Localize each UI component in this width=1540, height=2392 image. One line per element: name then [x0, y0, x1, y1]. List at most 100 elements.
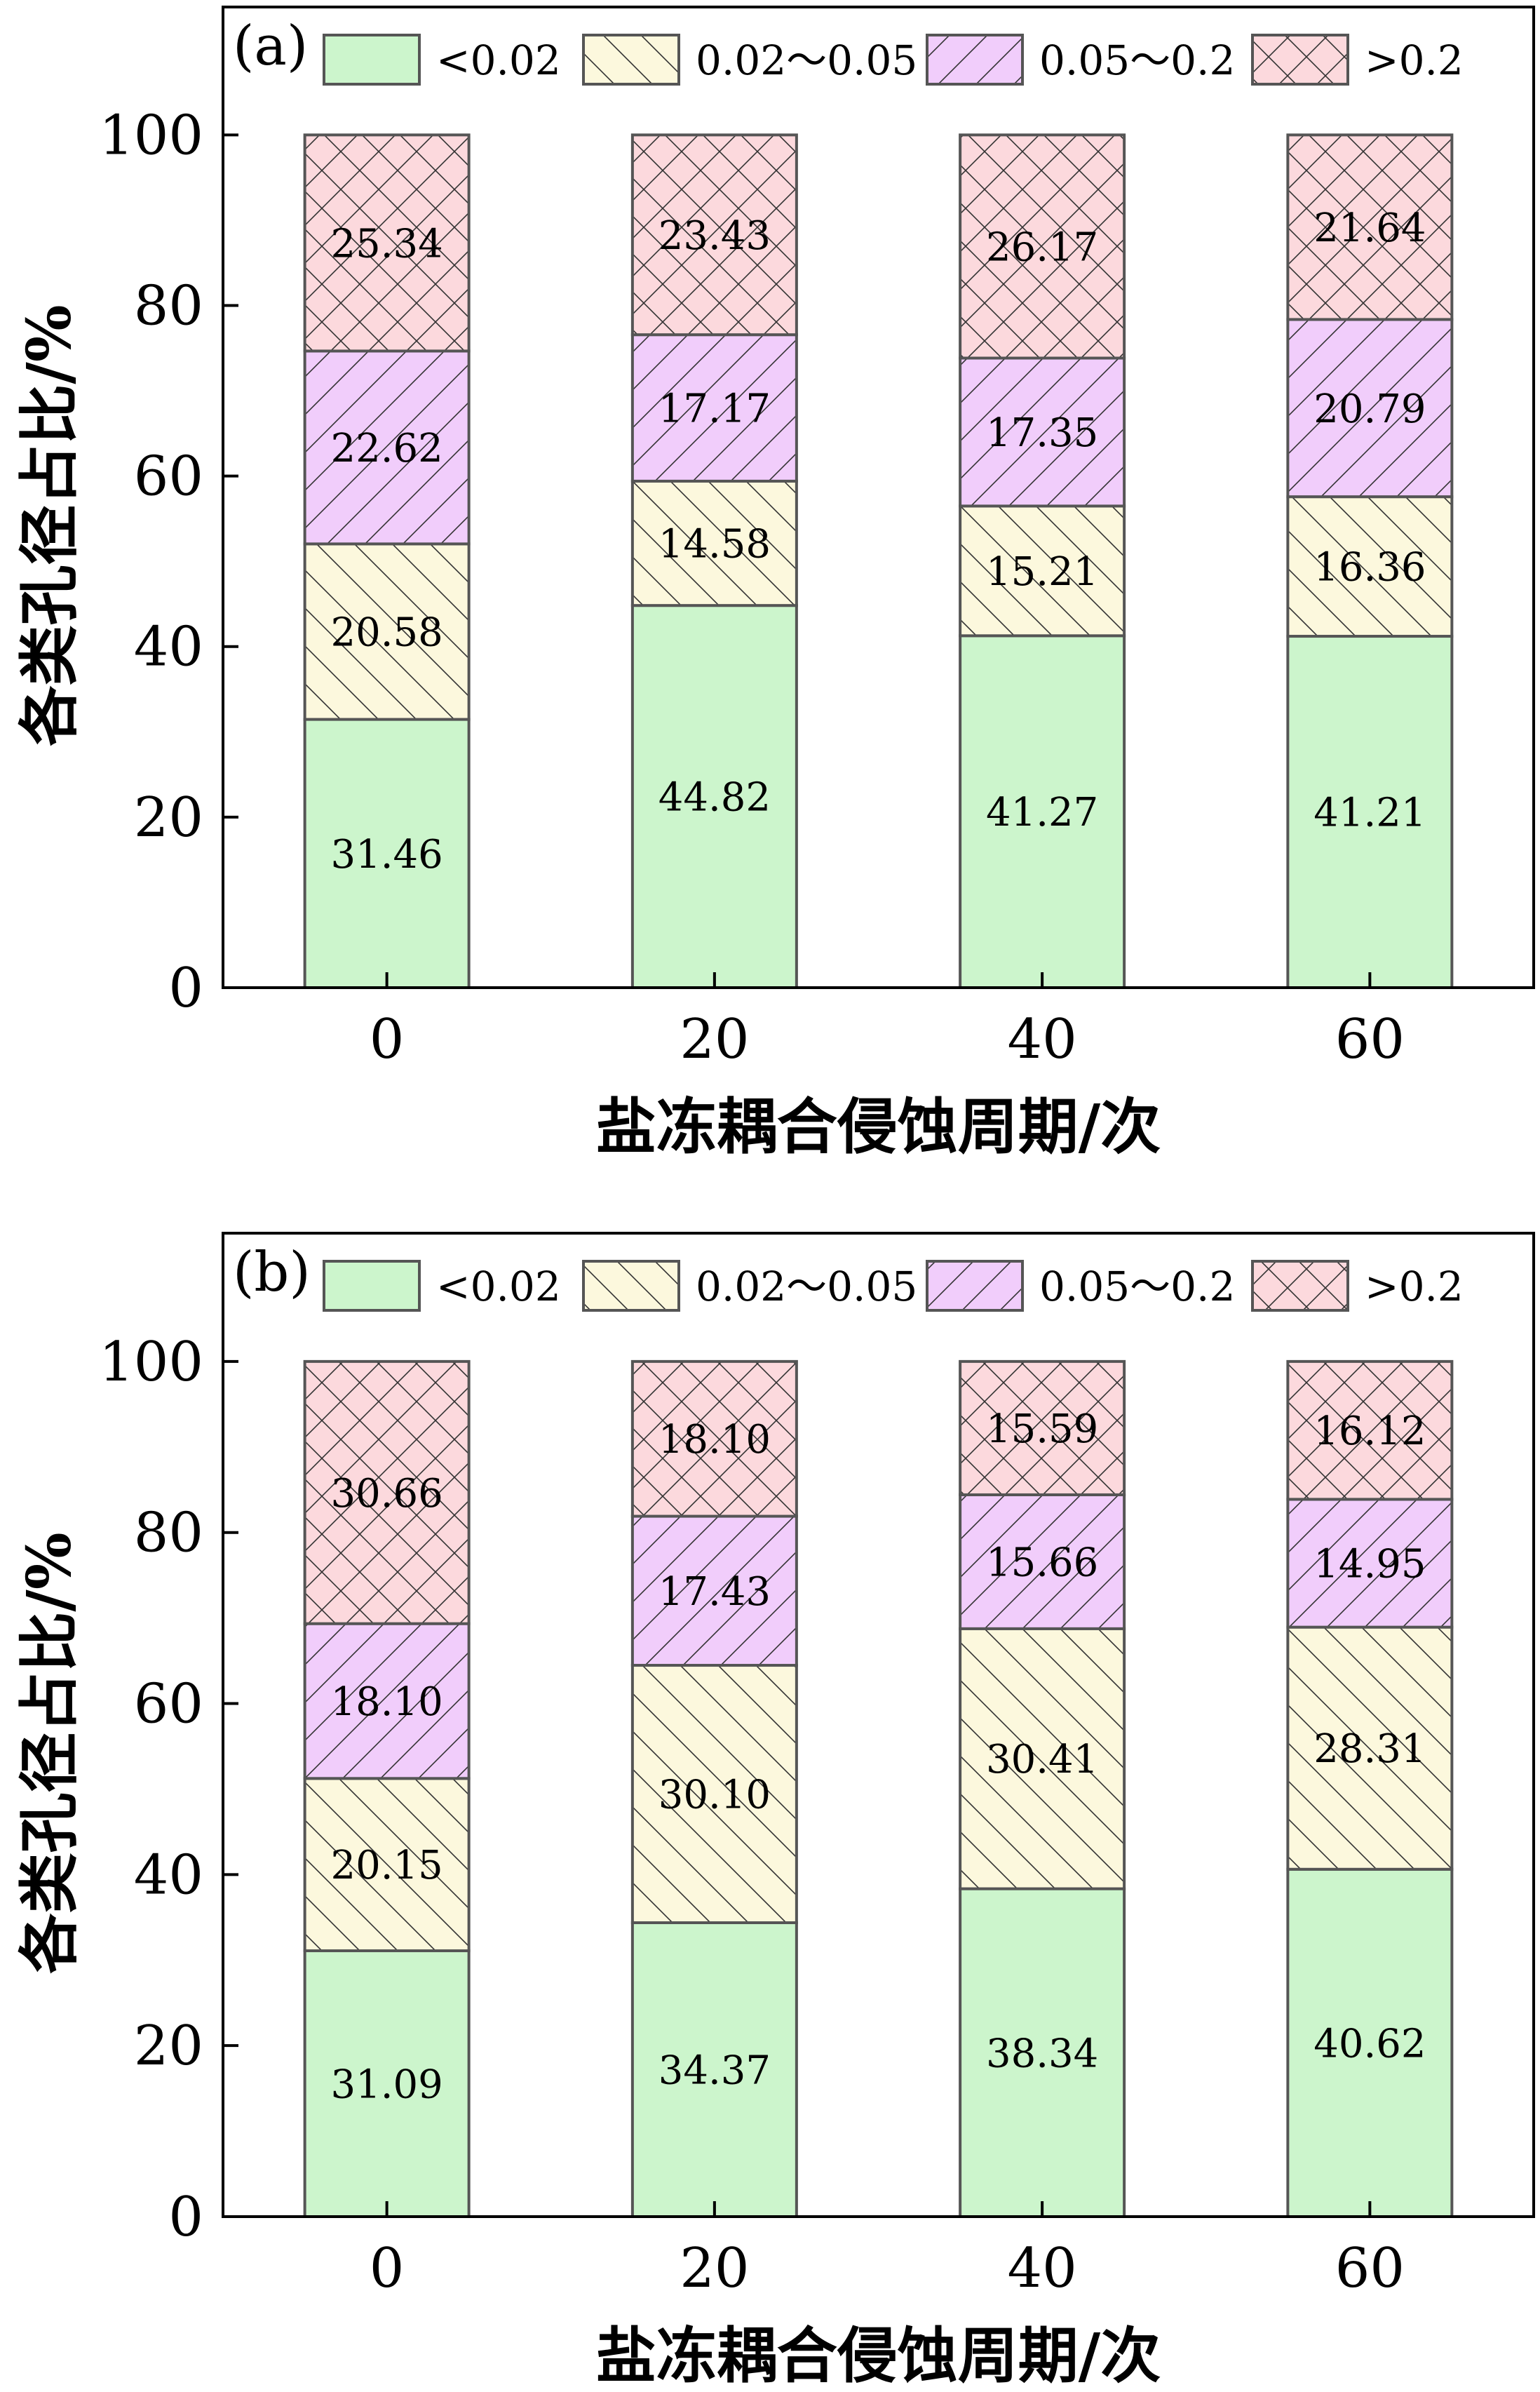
legend-swatch-outline [582, 34, 680, 86]
data-label: 28.31 [1313, 1726, 1426, 1772]
y-tick-label: 40 [134, 616, 203, 679]
data-label: 38.34 [986, 2031, 1098, 2076]
bar-segment-20-3-outline [630, 1359, 798, 1518]
data-label: 20.15 [330, 1843, 443, 1888]
x-axis-title: 盐冻耦合侵蚀周期/次 [596, 2320, 1161, 2391]
bar-segment-0-2-hatch [304, 1623, 469, 1779]
data-label: 17.17 [658, 387, 771, 432]
bar-segment-60-3-hatch [1288, 1361, 1452, 1500]
bar-segment-60-1-hatch [1288, 1627, 1452, 1869]
data-label: 22.62 [330, 426, 443, 471]
bar-segment-60-3-outline [1286, 1359, 1454, 1501]
bar-segment-0-3-hatch [304, 1361, 469, 1624]
data-label: 15.66 [986, 1540, 1098, 1585]
y-tick-label: 20 [134, 786, 203, 849]
bar-segment-60-2-hatch [1288, 319, 1452, 497]
data-label: 15.21 [986, 549, 1098, 595]
bar-segment-20-1-hatch [632, 481, 797, 606]
bar-segment-40-3-hatch [960, 1361, 1125, 1495]
x-tick-label: 40 [1007, 1008, 1076, 1071]
data-label: 30.10 [658, 1773, 771, 1818]
x-tick-label: 0 [370, 1008, 405, 1071]
y-tick-label: 20 [134, 2015, 203, 2078]
data-label: 23.43 [658, 213, 771, 259]
bar-segment-20-2-hatch [632, 1516, 797, 1666]
panel-label: (b) [233, 1241, 311, 1304]
x-tick-label: 20 [680, 1008, 749, 1071]
legend-swatch-outline [1251, 1260, 1349, 1312]
data-label: 14.58 [658, 522, 771, 567]
legend-swatch-hatch [1252, 1261, 1348, 1310]
legend-swatch-hatch [583, 35, 679, 84]
panel-label: (a) [233, 15, 308, 78]
data-label: 30.41 [986, 1737, 1098, 1782]
bar-segment-0-1-hatch [304, 544, 469, 720]
legend-swatch-outline [582, 1260, 680, 1312]
plot-frame [222, 1232, 1535, 2218]
bar-segment-0-3-hatch [304, 135, 469, 351]
y-tick-label: 80 [134, 1502, 203, 1565]
bar-segment-40-3-outline [959, 1359, 1126, 1496]
data-label: 20.79 [1313, 387, 1426, 432]
bar-segment-20-3-outline [630, 133, 798, 337]
data-label: 26.17 [986, 224, 1098, 270]
chart-panel-b: 31.09 20.15 18.10 30.66 34.37 30.10 17.43 18.10… [14, 1232, 1535, 2391]
plot-frame [222, 6, 1535, 989]
x-tick-label: 20 [680, 2237, 749, 2300]
legend-label: 0.05～0.2 [1039, 36, 1235, 84]
y-axis-title: 各类孔径占比/% [14, 1532, 85, 1973]
bar-segment-60-2-hatch [1288, 1499, 1452, 1627]
legend-swatch-hatch [927, 1261, 1022, 1310]
data-label: 17.43 [658, 1569, 771, 1615]
bar-segment-20-2-hatch [632, 335, 797, 481]
data-label: 41.27 [986, 790, 1098, 835]
chart-panel-a: 31.46 20.58 22.62 25.34 44.82 14.58 17.17 23.43… [14, 6, 1535, 1162]
bar-segment-20-3-hatch [632, 135, 797, 335]
x-tick-label: 60 [1335, 2237, 1405, 2300]
y-tick-label: 100 [99, 1331, 203, 1394]
legend-label: <0.02 [436, 36, 561, 84]
legend-swatch-outline [323, 1260, 421, 1312]
bar-segment-20-3-hatch [632, 1361, 797, 1517]
data-label: 18.10 [330, 1679, 443, 1725]
bar-segment-60-0-fill [1288, 636, 1452, 988]
y-axis-title: 各类孔径占比/% [14, 304, 85, 746]
bar-segment-0-0-fill [304, 719, 469, 988]
bar-segment-0-1-hatch [304, 1778, 469, 1951]
x-tick-label: 40 [1007, 2237, 1076, 2300]
data-label: 18.10 [658, 1417, 771, 1463]
legend-swatch-outline [1251, 34, 1349, 86]
data-label: 20.58 [330, 610, 443, 655]
bar-segment-60-3-outline [1286, 133, 1454, 321]
legend-label: >0.2 [1365, 36, 1464, 84]
legend-label: 0.02～0.05 [696, 36, 917, 84]
data-label: 31.46 [330, 832, 443, 878]
y-tick-label: 80 [134, 274, 203, 337]
bar-segment-60-3-hatch [1288, 135, 1452, 320]
bar-segment-40-2-hatch [960, 358, 1125, 506]
legend-swatch-outline [926, 34, 1024, 86]
data-label: 25.34 [330, 221, 443, 267]
bar-segment-40-2-hatch [960, 1494, 1125, 1629]
y-tick-label: 100 [99, 104, 203, 167]
bar-segment-40-0-fill [960, 1888, 1125, 2217]
data-label: 31.09 [330, 2062, 443, 2107]
data-label: 14.95 [1313, 1542, 1426, 1587]
data-label: 44.82 [658, 775, 771, 821]
bar-segment-40-0-fill [960, 636, 1125, 988]
legend-label: <0.02 [436, 1263, 561, 1310]
bar-segment-40-3-hatch [960, 135, 1125, 358]
legend-swatch-fill [324, 1261, 419, 1310]
x-axis-title: 盐冻耦合侵蚀周期/次 [596, 1091, 1161, 1162]
bar-segment-40-3-outline [959, 133, 1126, 360]
legend-swatch-hatch [927, 35, 1022, 84]
y-tick-label: 40 [134, 1843, 203, 1907]
bar-segment-0-2-hatch [304, 351, 469, 544]
data-label: 17.35 [986, 410, 1098, 456]
x-tick-label: 0 [370, 2237, 405, 2300]
data-label: 15.59 [986, 1406, 1098, 1452]
legend-label: 0.02～0.05 [696, 1263, 917, 1310]
bar-segment-0-3-outline [303, 1359, 471, 1625]
bar-segment-40-1-hatch [960, 506, 1125, 636]
